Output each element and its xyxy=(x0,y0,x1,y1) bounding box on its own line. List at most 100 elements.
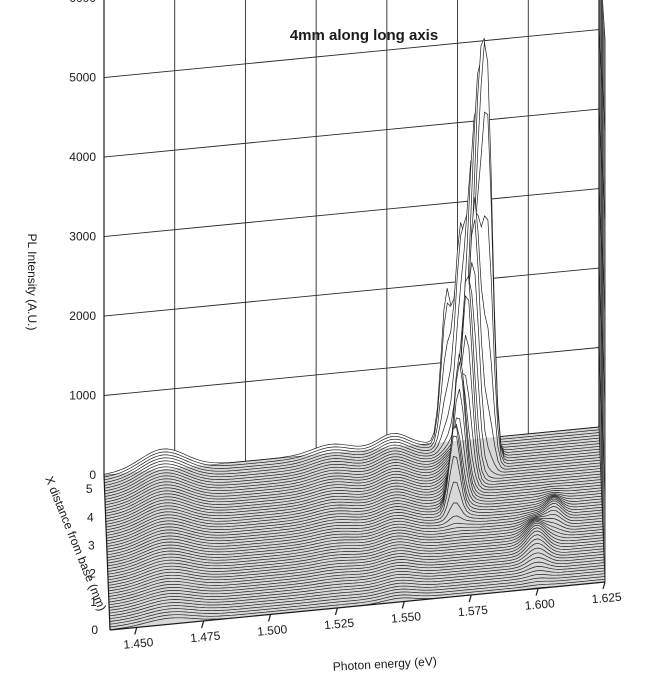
surface-trace xyxy=(109,578,605,628)
surface-trace xyxy=(104,203,600,483)
z-tick-label: 1 xyxy=(90,595,97,609)
surface-trace xyxy=(105,197,601,506)
x-tick-label: 1.525 xyxy=(324,616,355,633)
surface-trace xyxy=(107,517,603,572)
y-tick-label: 5000 xyxy=(69,71,96,85)
x-tick-mark xyxy=(134,627,138,635)
surface-trace xyxy=(104,61,600,492)
axes-frame xyxy=(103,0,606,631)
surface-trace xyxy=(109,570,605,620)
surface-fill xyxy=(104,103,600,489)
surface-trace xyxy=(105,274,601,517)
surface-trace xyxy=(105,262,601,511)
z-axis-line xyxy=(103,474,111,631)
surface-fill xyxy=(106,353,602,531)
surface-trace xyxy=(107,518,603,575)
surface-trace xyxy=(104,42,600,497)
y-tick-labels: 0 1000 2000 3000 4000 5000 6000 xyxy=(69,0,96,482)
surface-trace xyxy=(103,288,600,475)
y-tick-label: 3000 xyxy=(69,230,96,244)
surface-trace xyxy=(108,530,604,592)
x-axis-label: Photon energy (eV) xyxy=(332,654,437,673)
x-tick-label: 1.500 xyxy=(257,622,288,639)
surface-trace xyxy=(106,435,602,547)
back-grid-h xyxy=(103,188,600,237)
x-tick-label: 1.625 xyxy=(591,590,622,607)
x-tick-label: 1.600 xyxy=(524,596,555,613)
surface-fill xyxy=(104,42,600,498)
surface-fill xyxy=(106,361,602,534)
floor-shade xyxy=(104,427,605,630)
z-axis-label: X distance from base (mm) xyxy=(42,474,109,613)
x-tick-label: 1.575 xyxy=(457,603,488,620)
surface-trace xyxy=(106,417,602,539)
z-tick-labels: 0 1 2 3 4 5 xyxy=(86,482,98,637)
z-tick-label: 5 xyxy=(86,482,93,496)
x-tick-label: 1.475 xyxy=(190,629,221,646)
surface-trace xyxy=(109,557,605,608)
surface-trace xyxy=(104,111,601,500)
x-tick-labels: 1.450 1.475 1.500 1.525 1.550 1.575 1.600 1.625 xyxy=(123,581,623,652)
x-tick-mark xyxy=(535,588,539,596)
surface-trace xyxy=(104,103,600,489)
surface-trace xyxy=(109,567,605,617)
y-tick-label: 4000 xyxy=(69,150,96,164)
y-tick-label: 2000 xyxy=(69,309,96,323)
back-grid-h xyxy=(103,347,600,396)
surface-trace xyxy=(107,506,603,564)
surface-trace xyxy=(108,524,604,586)
surface-fill xyxy=(109,562,605,611)
surface-trace xyxy=(106,456,602,550)
surface-trace xyxy=(105,276,601,514)
x-tick-mark xyxy=(602,581,606,590)
surface-trace xyxy=(104,38,600,495)
y-axis-label: PL Intensity (A.U.) xyxy=(25,234,39,331)
x-tick-label: 1.550 xyxy=(390,609,421,626)
y-tick-label: 0 xyxy=(89,468,96,482)
z-tick-label: 4 xyxy=(87,510,94,524)
surface-trace xyxy=(105,295,601,520)
surface-trace xyxy=(106,353,602,531)
surface-trace xyxy=(105,211,601,503)
back-grid-h xyxy=(103,29,600,78)
surface-fill xyxy=(104,61,600,492)
surface-trace xyxy=(105,366,602,528)
surface-trace xyxy=(108,552,605,606)
z-tick-label: 2 xyxy=(89,567,96,581)
surface-trace xyxy=(105,335,601,522)
pl-surface xyxy=(103,38,606,631)
surface-trace xyxy=(108,542,604,600)
surface-trace xyxy=(104,150,600,486)
surface-trace xyxy=(106,423,602,542)
surface-fill xyxy=(109,568,605,617)
surface-trace xyxy=(109,576,605,625)
surface-trace xyxy=(108,521,604,581)
x-axis-line xyxy=(109,581,606,631)
x-tick-mark xyxy=(334,607,339,616)
surface-trace xyxy=(107,500,603,558)
x-tick-label: 1.450 xyxy=(123,635,154,652)
y-tick-label: 6000 xyxy=(69,0,96,5)
back-grid-h xyxy=(103,108,600,158)
x-tick-mark xyxy=(401,601,405,609)
surface-trace xyxy=(107,513,603,570)
surface-trace xyxy=(105,219,601,508)
surface-trace xyxy=(107,519,604,578)
surface-trace xyxy=(107,498,603,556)
surface-trace xyxy=(108,527,604,589)
surface-trace xyxy=(104,253,600,478)
surface-trace xyxy=(108,538,604,597)
x-tick-mark xyxy=(267,614,272,622)
chart-title: 4mm along long axis xyxy=(290,27,438,44)
surface-trace xyxy=(105,372,601,525)
x-tick-mark xyxy=(468,594,472,603)
surface-trace xyxy=(106,388,602,536)
back-wall-grid xyxy=(103,0,600,476)
surface-trace xyxy=(108,534,604,595)
surface-trace xyxy=(107,503,603,561)
z-tick-label: 0 xyxy=(91,623,98,637)
x-tick-mark xyxy=(201,620,205,629)
surface-fill xyxy=(109,565,605,614)
surface-trace xyxy=(104,222,600,481)
